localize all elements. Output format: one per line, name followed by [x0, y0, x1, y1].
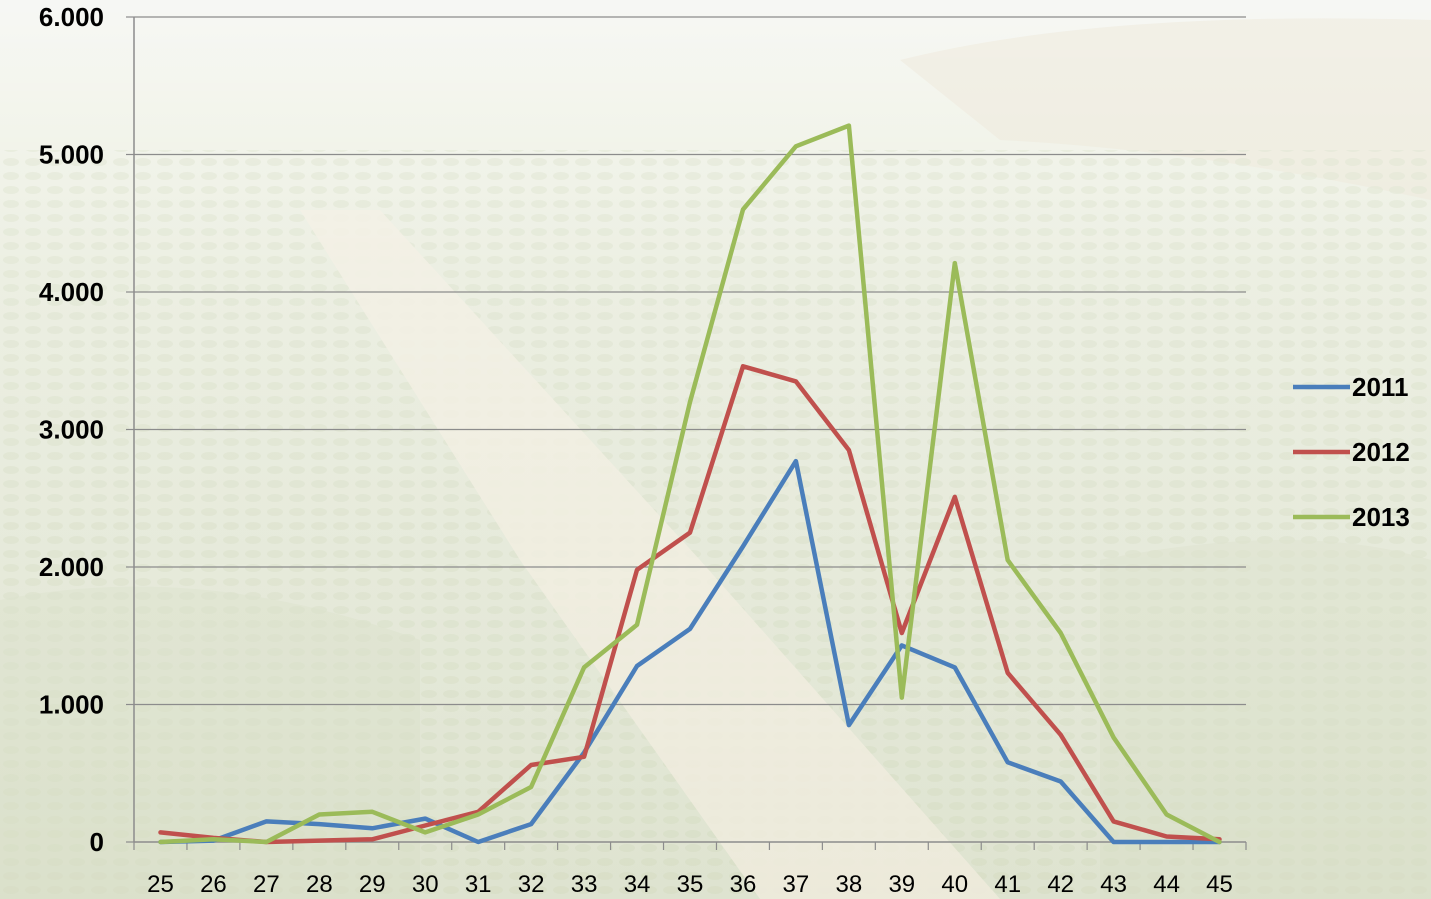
legend-label-2013: 2013 — [1352, 502, 1410, 532]
x-tick-label: 27 — [253, 871, 280, 898]
x-tick-label: 30 — [412, 871, 439, 898]
x-tick-label: 29 — [359, 871, 386, 898]
y-tick-label: 5.000 — [39, 140, 104, 170]
x-tick-label: 34 — [624, 871, 651, 898]
legend: 2011 2012 2013 — [1293, 372, 1410, 532]
legend-label-2012: 2012 — [1352, 437, 1410, 467]
x-tick-label: 33 — [571, 871, 598, 898]
y-tick-labels: 0 1.000 2.000 3.000 4.000 5.000 6.000 — [39, 2, 104, 857]
y-tick-label: 6.000 — [39, 2, 104, 32]
y-tick-label: 4.000 — [39, 277, 104, 307]
x-tick-label: 41 — [994, 871, 1021, 898]
x-tick-label: 26 — [200, 871, 227, 898]
x-tick-label: 31 — [465, 871, 492, 898]
x-tick-label: 36 — [730, 871, 757, 898]
x-tick-label: 45 — [1206, 871, 1233, 898]
series-lines — [158, 123, 1222, 845]
y-tick-label: 0 — [90, 827, 104, 857]
x-tick-label: 39 — [888, 871, 915, 898]
x-tick-label: 32 — [518, 871, 545, 898]
y-tick-label: 2.000 — [39, 552, 104, 582]
y-tick-label: 1.000 — [39, 690, 104, 720]
x-tick-label: 35 — [677, 871, 704, 898]
x-tick-label: 37 — [783, 871, 810, 898]
gridlines — [134, 16, 1246, 706]
y-tick-label: 3.000 — [39, 415, 104, 445]
x-tick-label: 42 — [1047, 871, 1074, 898]
series-line-2012 — [158, 364, 1222, 845]
x-tick-label: 28 — [306, 871, 333, 898]
series-line-2011 — [158, 458, 1222, 845]
axes — [126, 16, 1247, 850]
series-line-2013 — [158, 123, 1222, 845]
x-tick-labels: 25 26 27 28 29 30 31 32 33 34 35 36 37 38 39 40 41 42 43 44… — [147, 871, 1233, 898]
x-tick-label: 44 — [1153, 871, 1180, 898]
x-tick-label: 40 — [941, 871, 968, 898]
legend-label-2011: 2011 — [1352, 372, 1408, 402]
x-tick-label: 43 — [1100, 871, 1127, 898]
x-tick-label: 25 — [147, 871, 174, 898]
x-tick-label: 38 — [836, 871, 863, 898]
